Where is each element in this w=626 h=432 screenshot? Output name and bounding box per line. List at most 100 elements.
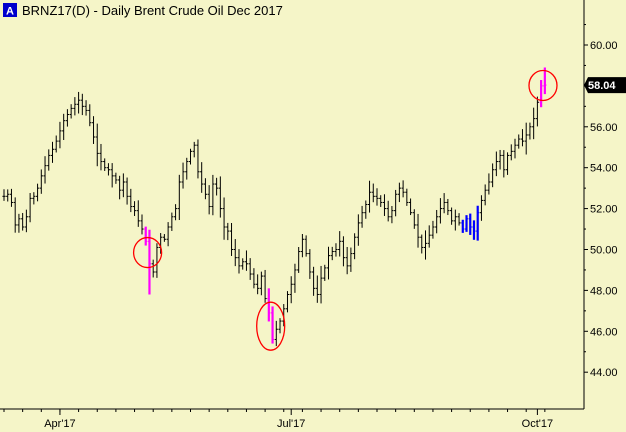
price-bar [453, 209, 457, 231]
price-bar [278, 318, 282, 334]
price-bar [345, 246, 349, 275]
price-bar [170, 212, 174, 231]
price-bar [438, 198, 443, 224]
price-bar [2, 189, 6, 201]
price-bar [32, 192, 36, 205]
price-bar [360, 205, 364, 228]
price-bar [297, 246, 301, 273]
price-bar [136, 200, 140, 227]
price-bar [311, 266, 316, 296]
price-bar [539, 80, 543, 108]
price-bar [397, 182, 401, 203]
price-bar [54, 135, 58, 153]
price-bar [364, 200, 368, 219]
price-bar [62, 113, 66, 140]
price-bar [263, 269, 267, 303]
price-bar [535, 96, 539, 127]
price-bar [334, 243, 338, 257]
price-bar [423, 230, 428, 260]
price-bar [315, 275, 319, 303]
price-bar [371, 183, 375, 203]
annotation-circles [132, 69, 558, 351]
price-bar [494, 151, 498, 177]
price-bar [215, 177, 219, 196]
price-bar [300, 234, 304, 258]
price-bar [244, 250, 249, 271]
price-bar [513, 138, 517, 159]
y-tick-label: 54.00 [590, 163, 618, 175]
price-bar [35, 183, 40, 202]
y-tick-label: 56.00 [590, 122, 618, 134]
price-bar [509, 144, 513, 161]
y-tick-label: 52.00 [590, 204, 618, 216]
price-bar [401, 180, 405, 198]
price-bar [259, 271, 263, 296]
price-bar [241, 258, 245, 270]
price-bar [88, 104, 92, 127]
price-bar [99, 143, 103, 171]
price-bar [166, 222, 170, 247]
price-bar [140, 214, 144, 235]
price-bar [435, 209, 439, 234]
x-tick-label: Oct'17 [522, 418, 553, 430]
price-bar [420, 234, 424, 254]
y-tick-label: 48.00 [590, 285, 618, 297]
x-tick-label: Jul'17 [277, 418, 305, 430]
price-bar [28, 192, 32, 223]
highlight-circle [132, 236, 163, 269]
price-bar [304, 235, 308, 257]
price-bar [185, 157, 189, 180]
price-bar [326, 246, 331, 280]
price-bar [379, 195, 383, 207]
price-bar [308, 249, 312, 279]
price-bar [91, 116, 96, 144]
price-bar [252, 268, 256, 289]
chart-title: BRNZ17(D) - Daily Brent Crude Oil Dec 20… [22, 3, 283, 18]
price-bar [147, 229, 152, 295]
price-bar [21, 212, 25, 231]
price-bar [498, 149, 502, 170]
price-bar [390, 206, 394, 224]
price-bar [125, 177, 129, 205]
price-bar [356, 214, 360, 246]
price-bar [121, 173, 125, 198]
y-tick-label: 44.00 [590, 367, 618, 379]
price-bar [468, 213, 472, 235]
price-bar [207, 185, 211, 215]
price-bar [132, 201, 137, 216]
price-bar [532, 107, 536, 140]
price-bar [256, 274, 260, 295]
price-bar [405, 188, 409, 206]
ohlc-bars [2, 67, 547, 347]
price-bar [367, 180, 372, 213]
price-bar [464, 215, 469, 232]
price-bar [192, 141, 196, 158]
price-bar [543, 67, 547, 95]
price-bar [476, 205, 480, 241]
price-bar [177, 174, 181, 221]
price-bar [203, 178, 208, 200]
y-tick-label: 50.00 [590, 244, 618, 256]
price-bar [267, 288, 271, 322]
price-bar [408, 198, 413, 216]
price-bar [222, 197, 226, 240]
price-bar [80, 93, 84, 116]
x-tick-label: Apr'17 [44, 418, 75, 430]
price-bar [386, 200, 390, 222]
price-bar [200, 162, 204, 193]
price-bar [13, 197, 17, 233]
price-bar [457, 213, 461, 226]
price-bar [129, 188, 133, 213]
price-bar [353, 233, 357, 260]
highlight-circle [528, 69, 558, 102]
price-bar [375, 188, 379, 206]
price-bar [58, 121, 62, 149]
symbol-badge-letter: A [6, 6, 14, 18]
price-bar [270, 306, 275, 344]
price-bar [24, 209, 28, 233]
price-bar [319, 265, 323, 304]
price-bar [491, 163, 495, 188]
price-bar [341, 236, 346, 267]
